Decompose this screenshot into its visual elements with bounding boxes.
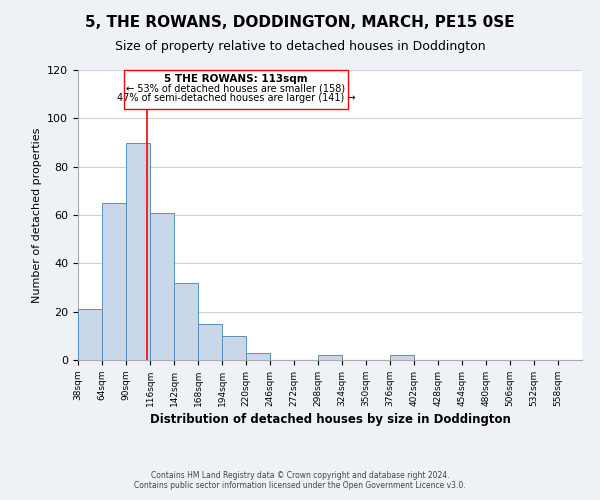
- Bar: [124, 70, 347, 108]
- Text: 47% of semi-detached houses are larger (141) →: 47% of semi-detached houses are larger (…: [116, 93, 355, 103]
- Bar: [126, 142, 150, 360]
- Bar: [246, 353, 270, 360]
- Text: Size of property relative to detached houses in Doddington: Size of property relative to detached ho…: [115, 40, 485, 53]
- Bar: [318, 355, 342, 360]
- Bar: [150, 212, 174, 360]
- Text: 5, THE ROWANS, DODDINGTON, MARCH, PE15 0SE: 5, THE ROWANS, DODDINGTON, MARCH, PE15 0…: [85, 15, 515, 30]
- Bar: [198, 324, 222, 360]
- Text: ← 53% of detached houses are smaller (158): ← 53% of detached houses are smaller (15…: [126, 84, 346, 94]
- Bar: [174, 282, 198, 360]
- Text: 5 THE ROWANS: 113sqm: 5 THE ROWANS: 113sqm: [164, 74, 308, 84]
- Y-axis label: Number of detached properties: Number of detached properties: [32, 128, 41, 302]
- X-axis label: Distribution of detached houses by size in Doddington: Distribution of detached houses by size …: [149, 413, 511, 426]
- Bar: [390, 355, 414, 360]
- Bar: [78, 309, 102, 360]
- Bar: [102, 203, 126, 360]
- Bar: [222, 336, 246, 360]
- Text: Contains HM Land Registry data © Crown copyright and database right 2024.
Contai: Contains HM Land Registry data © Crown c…: [134, 470, 466, 490]
